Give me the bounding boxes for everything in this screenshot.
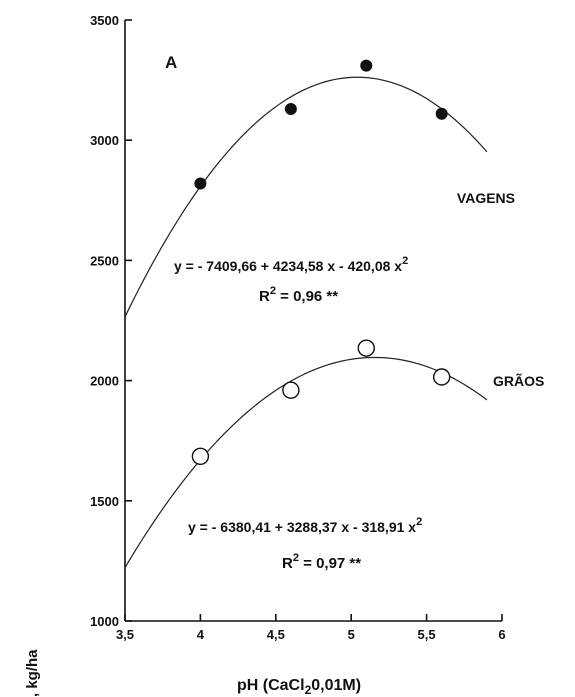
x-tick-label: 4,5: [267, 627, 285, 642]
data-point-0-0: [194, 177, 207, 190]
x-tick-label: 6: [498, 627, 505, 642]
fit-curve-0: [124, 76, 488, 318]
x-tick-label: 4: [197, 627, 205, 642]
data-point-1-0: [191, 447, 210, 466]
y-tick-label: 3500: [90, 13, 119, 28]
fit-curve-1: [124, 356, 488, 568]
series-label-graos: GRÃOS: [493, 372, 544, 389]
data-point-0-3: [435, 107, 448, 120]
equation-vagens: y = - 7409,66 + 4234,58 x - 420,08 x2: [174, 255, 408, 274]
data-point-1-1: [282, 381, 300, 399]
equation-graos: y = - 6380,41 + 3288,37 x - 318,91 x2: [188, 516, 422, 535]
x-tick-label: 5: [348, 627, 355, 642]
data-points: [191, 59, 451, 466]
x-tick-label: 3,5: [116, 627, 134, 642]
panel-label: A: [165, 53, 177, 72]
x-tick-label: 5,5: [418, 627, 436, 642]
axes: [124, 20, 502, 622]
y-tick-label: 2000: [90, 374, 119, 389]
y-axis-label: , kg/ha: [24, 649, 41, 697]
r2-graos: R2 = 0,97 **: [282, 552, 361, 572]
series-label-vagens: VAGENS: [457, 190, 515, 206]
y-tick-label: 3000: [90, 133, 119, 148]
data-point-1-3: [432, 368, 451, 386]
tick-marks: 1000 1500 2000 2500 3000 3500 3,5 4 4,5 5 5,5 6: [90, 13, 506, 642]
data-point-0-1: [284, 102, 297, 115]
r2-vagens: R2 = 0,96 **: [259, 285, 338, 305]
y-tick-label: 2500: [90, 253, 119, 268]
y-tick-label: 1500: [90, 494, 119, 509]
data-point-1-2: [357, 339, 375, 357]
fit-curves: [124, 76, 488, 568]
x-axis-label: pH (CaCl20,01M): [237, 677, 361, 697]
y-tick-label: 1000: [90, 614, 119, 629]
data-point-0-2: [360, 59, 373, 72]
